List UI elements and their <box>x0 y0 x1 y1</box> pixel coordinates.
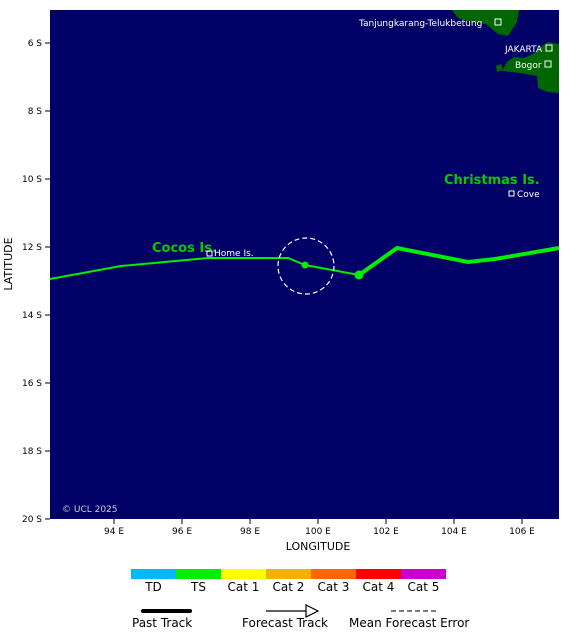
y-axis: 6 S 8 S 10 S 12 S 14 S 16 S 18 S 20 S <box>22 39 50 525</box>
mean-error-label: Mean Forecast Error <box>349 616 470 630</box>
x-tick-label: 98 E <box>240 527 260 537</box>
bogor-marker <box>544 60 552 68</box>
category-label: TD <box>145 580 162 594</box>
track-key <box>141 604 437 618</box>
past-track-label: Past Track <box>132 616 193 630</box>
y-tick-label: 14 S <box>22 311 42 321</box>
category-label: Cat 2 <box>272 580 305 594</box>
x-tick-label: 104 E <box>441 527 467 537</box>
past-track-line <box>49 257 306 280</box>
x-axis: 94 E 96 E 98 E 100 E 102 E 104 E 106 E <box>104 519 535 537</box>
current-track-segment <box>304 264 360 276</box>
y-tick-label: 20 S <box>22 515 42 525</box>
land-java <box>502 42 559 93</box>
land-islet <box>496 64 503 72</box>
tanjung-label: Tanjungkarang-Telukbetung <box>358 19 482 29</box>
category-swatch-cat-2 <box>266 569 311 579</box>
x-tick-label: 96 E <box>172 527 192 537</box>
y-tick-label: 8 S <box>28 107 43 117</box>
category-swatch-td <box>131 569 176 579</box>
forecast-error-circle <box>277 237 335 295</box>
legend: TD TS Cat 1 Cat 2 Cat 3 Cat 4 Cat 5 Past Track… <box>0 567 580 639</box>
category-swatch-cat-3 <box>311 569 356 579</box>
forecast-position-marker <box>354 270 364 280</box>
cocos-label: Cocos Is. <box>152 241 217 256</box>
forecast-track-line <box>357 245 560 277</box>
forecast-arrow-icon <box>305 604 320 618</box>
y-tick-label: 10 S <box>22 175 42 185</box>
home-label: Home Is. <box>214 249 254 259</box>
tanjung-marker <box>494 18 502 26</box>
category-label: Cat 4 <box>362 580 395 594</box>
copyright-text: © UCL 2025 <box>62 505 118 515</box>
cove-marker <box>508 190 515 197</box>
category-label: Cat 5 <box>407 580 440 594</box>
forecast-track-label: Forecast Track <box>242 616 328 630</box>
x-tick-label: 102 E <box>373 527 399 537</box>
x-tick-label: 94 E <box>104 527 124 537</box>
jakarta-label: JAKARTA <box>504 45 543 55</box>
storm-position-marker <box>301 261 309 269</box>
y-tick-label: 16 S <box>22 379 42 389</box>
christmas-label: Christmas Is. <box>444 173 540 188</box>
y-tick-label: 12 S <box>22 243 42 253</box>
y-tick-label: 6 S <box>28 39 43 49</box>
category-label: Cat 3 <box>317 580 350 594</box>
bogor-label: Bogor <box>515 61 542 71</box>
home-marker <box>206 250 213 257</box>
x-axis-title: LONGITUDE <box>286 540 351 553</box>
category-swatch-cat-1 <box>221 569 266 579</box>
y-tick-label: 18 S <box>22 447 42 457</box>
category-label: Cat 1 <box>227 580 260 594</box>
cove-label: Cove <box>517 190 540 200</box>
land-sumatra <box>452 10 519 36</box>
category-label: TS <box>191 580 206 594</box>
category-swatch-ts <box>176 569 221 579</box>
category-swatch-cat-5 <box>401 569 446 579</box>
y-axis-title: LATITUDE <box>2 237 15 290</box>
jakarta-marker <box>545 44 553 52</box>
category-swatch-cat-4 <box>356 569 401 579</box>
x-tick-label: 106 E <box>509 527 535 537</box>
x-tick-label: 100 E <box>305 527 331 537</box>
